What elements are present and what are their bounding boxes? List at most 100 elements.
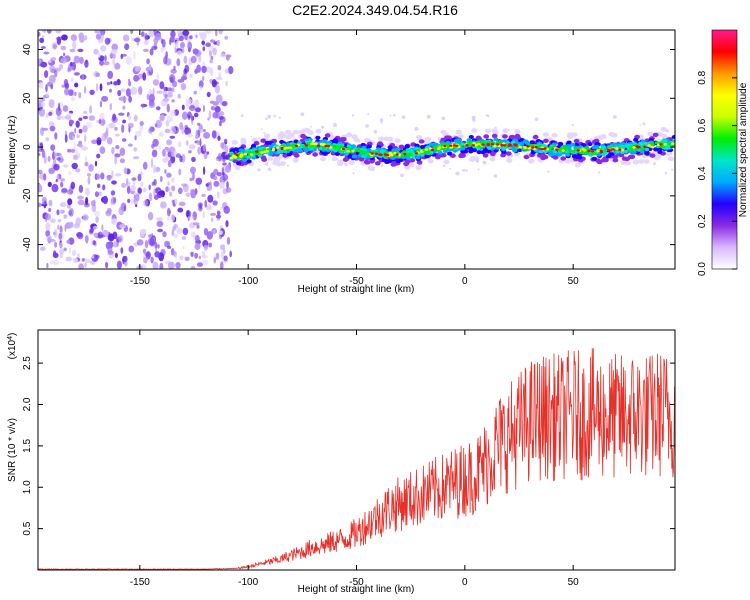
signal-point [260,138,267,143]
signal-point [579,151,584,155]
signal-point [339,145,344,149]
signal-point [289,146,293,150]
signal-point [571,154,578,159]
noise-point [215,30,218,37]
signal-point [638,159,645,164]
noise-point [169,110,176,117]
signal-point [623,149,629,154]
signal-point [514,144,518,147]
signal-point [565,152,571,157]
signal-point [337,159,344,165]
noise-point [64,82,70,89]
signal-point [255,152,260,156]
x-tick-label: 50 [568,276,580,287]
signal-point [663,142,667,146]
signal-point [612,142,618,147]
noise-point [39,37,44,44]
signal-point [650,143,655,147]
signal-point [561,149,565,152]
noise-point [149,125,153,135]
signal-point [229,156,234,160]
noise-point [380,164,384,167]
noise-point [213,180,220,187]
noise-point [493,174,498,178]
noise-point [60,209,65,214]
noise-point [208,110,212,119]
noise-point [220,206,223,210]
signal-point [500,144,504,147]
signal-point [453,139,459,143]
noise-point [127,198,131,203]
noise-point [310,125,312,128]
noise-point [321,125,325,129]
noise-point [166,207,171,217]
noise-point [84,161,89,167]
signal-point [416,148,421,152]
noise-point [78,140,82,145]
noise-point [66,112,73,117]
noise-point [221,100,228,107]
signal-point [584,151,589,155]
noise-point [367,113,370,115]
noise-point [74,127,77,134]
noise-point [203,244,208,251]
noise-point [154,251,161,258]
signal-point [409,152,413,156]
signal-point [442,149,448,154]
noise-point [257,137,260,139]
signal-point [632,159,640,165]
signal-point [231,140,238,145]
noise-point [121,124,125,133]
noise-point [333,123,337,128]
noise-point [63,247,67,252]
signal-point [378,136,385,142]
signal-point [438,146,442,149]
noise-point [203,150,208,160]
noise-point [203,132,211,139]
noise-point [96,173,100,180]
noise-point [179,122,184,130]
noise-point [224,68,230,74]
noise-point [45,137,50,142]
noise-point [45,222,51,231]
noise-point [113,241,118,248]
noise-point [70,181,76,190]
noise-point [121,53,127,57]
noise-point [131,37,135,42]
noise-point [177,93,181,99]
noise-point [219,225,224,229]
signal-point [363,159,370,165]
signal-point [233,147,239,152]
noise-point [240,114,244,117]
noise-point [67,148,72,153]
noise-point [109,102,113,111]
noise-point [70,34,78,42]
noise-point [81,74,85,80]
noise-point [78,144,84,148]
signal-point [351,149,355,153]
noise-point [82,125,88,133]
signal-point [314,142,318,146]
signal-point [334,148,339,152]
y-tick-label: 0.5 [22,521,33,535]
signal-point [653,147,659,152]
noise-point [110,81,113,85]
noise-point [152,164,156,174]
noise-point [180,83,187,91]
noise-point [471,115,476,120]
noise-point [267,114,271,119]
noise-point [159,262,164,269]
noise-point [76,232,83,238]
noise-point [101,224,104,232]
noise-point [92,240,96,246]
signal-point [503,144,507,147]
noise-point [265,117,268,121]
noise-point [193,112,199,118]
noise-point [70,77,74,83]
noise-point [136,239,144,246]
noise-point [162,149,166,157]
noise-point [78,129,83,134]
signal-point [469,156,477,161]
noise-point [226,187,232,193]
noise-point [166,139,173,146]
